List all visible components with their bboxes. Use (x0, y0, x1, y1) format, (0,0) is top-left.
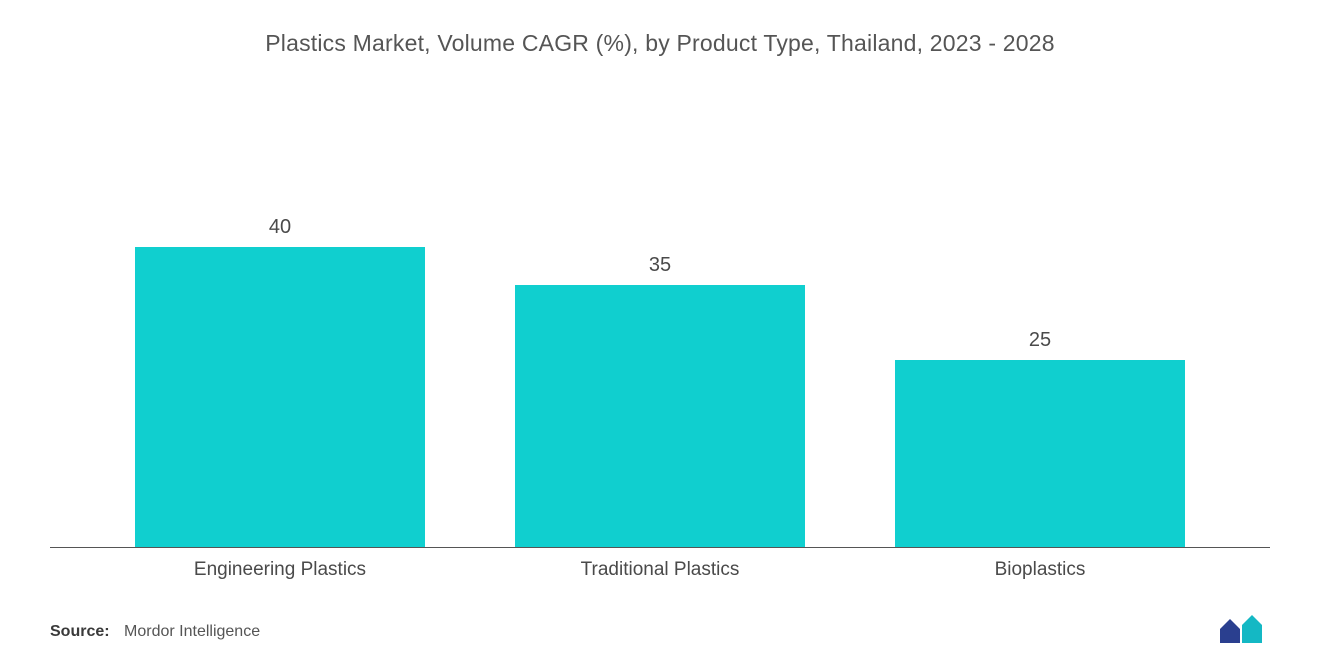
logo-bar-left (1220, 619, 1240, 643)
bar-group-1: 35 (470, 254, 850, 548)
bar-group-0: 40 (90, 216, 470, 547)
category-labels-row: Engineering Plastics Traditional Plastic… (50, 559, 1270, 581)
bar-value-1: 35 (649, 254, 671, 277)
bar-0 (135, 247, 425, 547)
bar-1 (515, 285, 805, 548)
bar-group-2: 25 (850, 329, 1230, 548)
bar-label-1: Traditional Plastics (470, 559, 850, 581)
bar-label-0: Engineering Plastics (90, 559, 470, 581)
logo-bar-right (1242, 615, 1262, 643)
chart-container: Plastics Market, Volume CAGR (%), by Pro… (0, 0, 1320, 665)
brand-logo (1216, 613, 1270, 647)
source-text: Mordor Intelligence (124, 623, 260, 640)
bar-value-2: 25 (1029, 329, 1051, 352)
source-footer: Source: Mordor Intelligence (50, 623, 260, 641)
bar-2 (895, 360, 1185, 548)
chart-plot-area: 40 35 25 (50, 67, 1270, 547)
bar-label-2: Bioplastics (850, 559, 1230, 581)
source-label: Source: (50, 623, 110, 640)
bar-value-0: 40 (269, 216, 291, 239)
chart-title: Plastics Market, Volume CAGR (%), by Pro… (50, 30, 1270, 57)
x-axis-line (50, 547, 1270, 548)
